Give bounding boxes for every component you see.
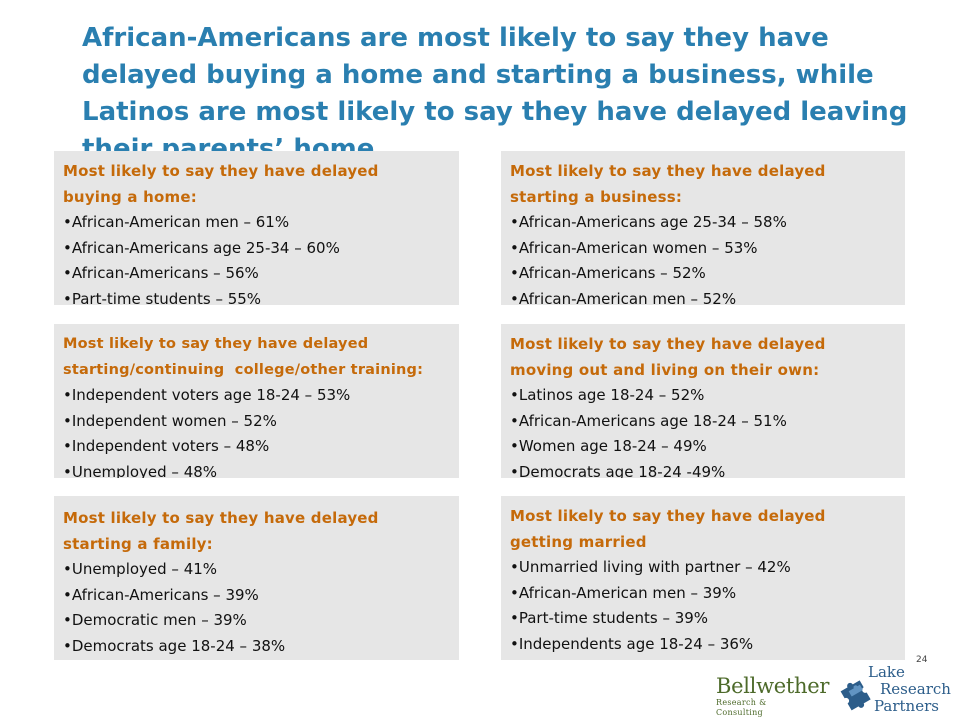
- list-item: •African-Americans – 39%: [63, 585, 259, 604]
- callout-list: •Unmarried living with partner – 42% •Af…: [510, 555, 897, 657]
- callout-list: •African-American men – 61% •African-Ame…: [63, 210, 451, 305]
- list-item: •Democrats age 18-24 -49%: [510, 462, 726, 479]
- list-item: •African-American women – 53%: [510, 238, 758, 257]
- page-number: 24: [916, 655, 928, 665]
- callout-list: •Unemployed – 41% •African-Americans – 3…: [63, 557, 451, 659]
- callout-heading: Most likely to say they have delayed sta…: [63, 336, 424, 378]
- callout-heading: Most likely to say they have delayed get…: [510, 507, 826, 551]
- lake-research-logo-line: Research: [880, 680, 951, 698]
- list-item: •Independents age 18-24 – 36%: [510, 634, 754, 653]
- list-item: •African-American men – 39%: [510, 583, 737, 602]
- callout-heading: Most likely to say they have delayed sta…: [63, 509, 379, 553]
- bellwether-logo: Bellwether Research & Consulting: [716, 674, 830, 717]
- list-item: •Independent voters – 48%: [63, 437, 270, 455]
- list-item: •African-Americans age 25-34 – 58%: [510, 213, 787, 231]
- list-item: •Democrats age 18-24 – 38%: [63, 636, 286, 655]
- callout-college-training: Most likely to say they have delayed sta…: [54, 324, 459, 478]
- lake-research-logo-text: Lake Research Partners: [868, 664, 951, 715]
- list-item: •Independent voters age 18-24 – 53%: [63, 386, 351, 404]
- list-item: •Unemployed – 41%: [63, 560, 218, 578]
- callout-list: •Independent voters age 18-24 – 53% •Ind…: [63, 383, 451, 478]
- list-item: •Unmarried living with partner – 42%: [510, 558, 791, 576]
- lake-research-logo: Lake Research Partners: [834, 664, 954, 718]
- callout-heading: Most likely to say they have delayed sta…: [510, 162, 826, 206]
- callout-getting-married: Most likely to say they have delayed get…: [501, 496, 905, 660]
- list-item: •African-American men – 52%: [510, 289, 737, 306]
- slide-title: African-Americans are most likely to say…: [82, 23, 908, 164]
- callout-list: •Latinos age 18-24 – 52% •African-Americ…: [510, 383, 897, 478]
- callout-moving-out: Most likely to say they have delayed mov…: [501, 324, 905, 478]
- list-item: •Unemployed – 48%: [63, 462, 218, 479]
- list-item: •Part-time students – 39%: [510, 609, 709, 627]
- callout-starting-family: Most likely to say they have delayed sta…: [54, 496, 459, 660]
- lake-research-logo-line: Partners: [874, 697, 939, 715]
- list-item: •African-Americans age 18-24 – 51%: [510, 411, 787, 430]
- bellwether-logo-name: Bellwether: [716, 674, 830, 698]
- list-item: •African-American men – 61%: [63, 213, 290, 231]
- bellwether-logo-subtitle: Research & Consulting: [716, 698, 767, 717]
- puzzle-icon: [840, 680, 871, 711]
- list-item: •African-Americans age 25-34 – 60%: [63, 238, 340, 257]
- list-item: •Part-time students – 55%: [63, 289, 262, 306]
- callout-starting-business: Most likely to say they have delayed sta…: [501, 151, 905, 305]
- callout-buying-home: Most likely to say they have delayed buy…: [54, 151, 459, 305]
- callout-list: •African-Americans age 25-34 – 58% •Afri…: [510, 210, 897, 305]
- list-item: •African-Americans – 56%: [63, 264, 259, 282]
- list-item: •African-Americans – 52%: [510, 264, 706, 282]
- lake-research-logo-line: Lake: [868, 663, 905, 681]
- list-item: •Independent women – 52%: [63, 411, 277, 430]
- list-item: •Latinos age 18-24 – 52%: [510, 386, 705, 404]
- list-item: •Women age 18-24 – 49%: [510, 437, 707, 455]
- callout-heading: Most likely to say they have delayed buy…: [63, 162, 379, 206]
- list-item: •Democratic men – 39%: [63, 611, 247, 629]
- callout-heading: Most likely to say they have delayed mov…: [510, 335, 826, 379]
